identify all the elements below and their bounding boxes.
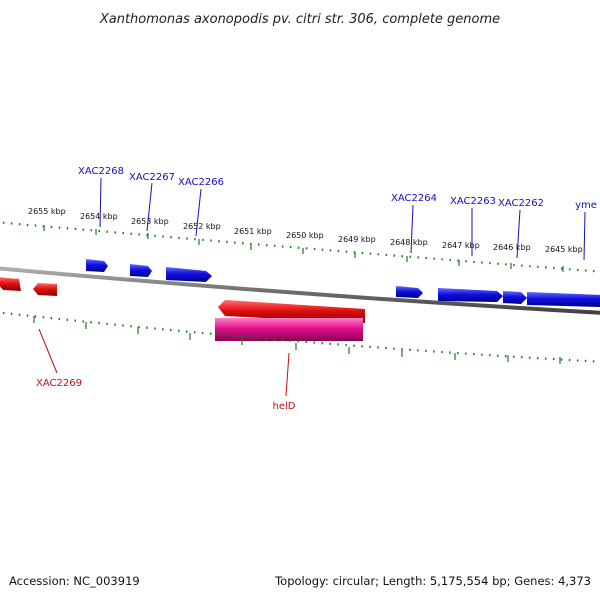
gene-xac2267[interactable] [130, 264, 152, 277]
genome-backbone [0, 266, 600, 315]
leader-xac2269 [38, 328, 58, 374]
gene-xac2266[interactable] [166, 267, 212, 282]
scale-label: 2653 kbp [131, 217, 169, 226]
scale-labels: 2655 kbp 2654 kbp 2653 kbp 2652 kbp 2651… [28, 207, 583, 254]
scale-label: 2648 kbp [390, 238, 428, 247]
scale-label: 2651 kbp [234, 227, 272, 236]
leader-xac2264 [410, 204, 414, 254]
gene-label-xac2263[interactable]: XAC2263 [450, 196, 496, 207]
gene-label-xac2267[interactable]: XAC2267 [129, 172, 175, 183]
accession-text: Accession: NC_003919 [9, 574, 140, 588]
scale-label: 2652 kbp [183, 222, 221, 231]
scale-label: 2655 kbp [28, 207, 66, 216]
leader-xac2266 [195, 188, 202, 237]
gene-label-xac2264[interactable]: XAC2264 [391, 193, 437, 204]
leader-xac2268 [99, 177, 102, 228]
leader-xac2267 [146, 182, 153, 232]
gene-xac2263[interactable] [438, 288, 503, 302]
gene-labels: XAC2268 XAC2267 XAC2266 XAC2264 XAC2263 … [36, 166, 597, 412]
gene-held[interactable] [218, 300, 365, 323]
gene-xac2262[interactable] [503, 291, 527, 304]
gene-yme[interactable] [527, 292, 600, 307]
leader-xac2262 [516, 209, 521, 259]
gene-label-xac2266[interactable]: XAC2266 [178, 177, 224, 188]
genome-summary-text: Topology: circular; Length: 5,175,554 bp… [274, 574, 591, 588]
scale-label: 2647 kbp [442, 241, 480, 250]
gene-label-xac2262[interactable]: XAC2262 [498, 198, 544, 209]
reverse-genes [0, 277, 365, 341]
scale-label: 2646 kbp [493, 243, 531, 252]
genome-title: Xanthomonas axonopodis pv. citri str. 30… [99, 12, 500, 27]
gene-xac2268[interactable] [86, 259, 108, 272]
gene-label-yme[interactable]: yme [575, 200, 597, 211]
outer-tick-ring [0, 221, 600, 273]
inner-tick-ring [0, 311, 600, 364]
gene-label-held[interactable]: helD [273, 401, 296, 412]
gene-held-rna[interactable] [215, 318, 363, 341]
leader-yme [583, 211, 586, 261]
scale-label: 2654 kbp [80, 212, 118, 221]
scale-label: 2645 kbp [545, 245, 583, 254]
gene-fragment[interactable] [0, 277, 21, 291]
gene-label-xac2268[interactable]: XAC2268 [78, 166, 124, 177]
scale-label: 2650 kbp [286, 231, 324, 240]
scale-label: 2649 kbp [338, 235, 376, 244]
label-leaders [38, 177, 586, 397]
leader-held [285, 352, 290, 397]
gene-xac2264[interactable] [396, 286, 423, 298]
gene-label-xac2269[interactable]: XAC2269 [36, 378, 82, 389]
forward-genes [86, 259, 600, 307]
gene-xac2269[interactable] [33, 283, 57, 296]
